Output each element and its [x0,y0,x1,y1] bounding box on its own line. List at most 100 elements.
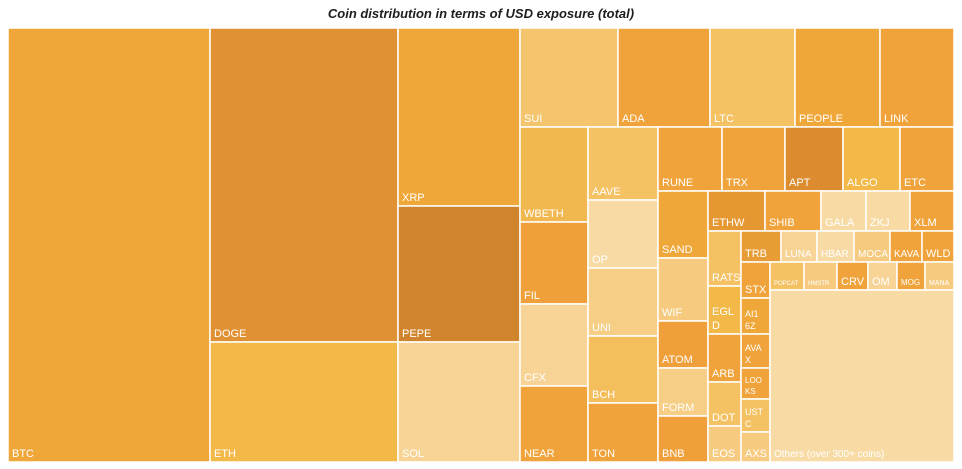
tile-label-eos: EOS [712,448,735,460]
tile-label-cfx: CFX [524,372,547,384]
tile-rect-zkj [865,190,911,232]
tile-bnb: BNB [657,415,709,463]
tile-rect-doge [209,27,399,343]
tile-rect-pepe [397,205,521,343]
tile-wld: WLD [921,230,955,263]
tile-luna: LUNA [780,230,818,263]
tile-zkj: ZKJ [865,190,911,232]
tile-label-bnb: BNB [662,448,685,460]
tile-rect-crv [836,261,869,291]
tile-moca: MOCA [853,230,891,263]
tile-shib: SHIB [764,190,822,232]
tile-rect-egld [707,285,742,335]
tile-aave: AAVE [587,126,659,201]
tile-label-aave: AAVE [592,186,621,198]
tile-label-ada: ADA [622,113,645,125]
tile-others-over-300-coins: Others (over 300+ coins) [769,289,955,463]
tile-sol: SOL [397,341,521,463]
tile-hbar: HBAR [816,230,855,263]
tile-algo: ALGO [842,126,901,192]
tile-label-looks: LOO KS [745,376,762,396]
tile-atom: ATOM [657,320,709,369]
tile-near: NEAR [519,385,589,463]
tile-label-ltc: LTC [714,113,734,125]
tile-label-trx: TRX [726,177,749,189]
tile-label-eth: ETH [214,448,236,460]
tile-mog: MOG [896,261,926,291]
tile-label-crv: CRV [841,276,865,288]
tile-label-bch: BCH [592,389,615,401]
tile-label-egld: EGL D [712,306,734,332]
tile-label-om: OM [872,276,890,288]
tile-label-wld: WLD [926,248,951,260]
tile-form: FORM [657,367,709,417]
tile-looks: LOO KS [740,367,771,400]
tile-label-sui: SUI [524,113,542,125]
tile-rect-xlm [909,190,955,232]
tile-label-xlm: XLM [914,217,937,229]
tile-gala: GALA [820,190,867,232]
tile-label-ustc: UST C [745,407,764,429]
tile-label-avax: AVA X [745,343,762,365]
tile-cfx: CFX [519,303,589,387]
tile-xlm: XLM [909,190,955,232]
tile-label-popcat: POPCAT [774,281,799,287]
tile-kava: KAVA [889,230,923,263]
tile-label-pepe: PEPE [402,328,431,340]
tile-wbeth: WBETH [519,126,589,223]
tile-rect-axs [740,431,771,463]
tile-avax: AVA X [740,333,771,369]
tile-label-shib: SHIB [769,217,795,229]
tile-hmstr: HMSTR [803,261,838,291]
tile-label-near: NEAR [524,448,555,460]
tile-axs: AXS [740,431,771,463]
tile-rect-etc [899,126,955,192]
tile-rect-uni [587,267,659,337]
tile-label-op: OP [592,254,608,266]
tile-rect-luna [780,230,818,263]
tile-arb: ARB [707,333,742,383]
tile-ltc: LTC [709,27,796,128]
tile-sand: SAND [657,190,709,259]
tile-rune: RUNE [657,126,723,192]
tile-label-form: FORM [662,402,694,414]
tile-rect-eos [707,425,742,463]
tile-btc: BTC [7,27,211,463]
tile-label-dot: DOT [712,412,736,424]
tile-label-doge: DOGE [214,328,246,340]
tile-rats: RATS [707,230,742,287]
tile-eth: ETH [209,341,399,463]
tile-ai16z: AI1 6Z [740,297,771,335]
tile-sui: SUI [519,27,619,128]
tile-rect-ai16z [740,297,771,335]
tile-rect-near [519,385,589,463]
tile-label-rune: RUNE [662,177,693,189]
tile-rect-btc [7,27,211,463]
tile-xrp: XRP [397,27,521,207]
tile-label-mana: MANA [929,280,950,287]
tile-crv: CRV [836,261,869,291]
tile-label-arb: ARB [712,368,735,380]
tile-label-sol: SOL [402,448,424,460]
tile-rect-bch [587,335,659,404]
tile-ethw: ETHW [707,190,766,232]
tile-rect-trb [740,230,782,263]
tile-rect-eth [209,341,399,463]
tile-trb: TRB [740,230,782,263]
tile-label-kava: KAVA [894,249,920,260]
tile-ada: ADA [617,27,711,128]
tile-rect-fil [519,221,589,305]
tile-label-xrp: XRP [402,192,425,204]
tile-rect-wbeth [519,126,589,223]
tile-ton: TON [587,402,659,463]
tile-link: LINK [879,27,955,128]
tile-ustc: UST C [740,398,771,433]
tile-label-algo: ALGO [847,177,878,189]
tile-popcat: POPCAT [769,261,805,291]
tile-rect-bnb [657,415,709,463]
tile-label-wif: WIF [662,307,682,319]
tile-label-moca: MOCA [858,249,888,260]
tile-label-hbar: HBAR [821,249,849,260]
tile-people: PEOPLE [794,27,881,128]
